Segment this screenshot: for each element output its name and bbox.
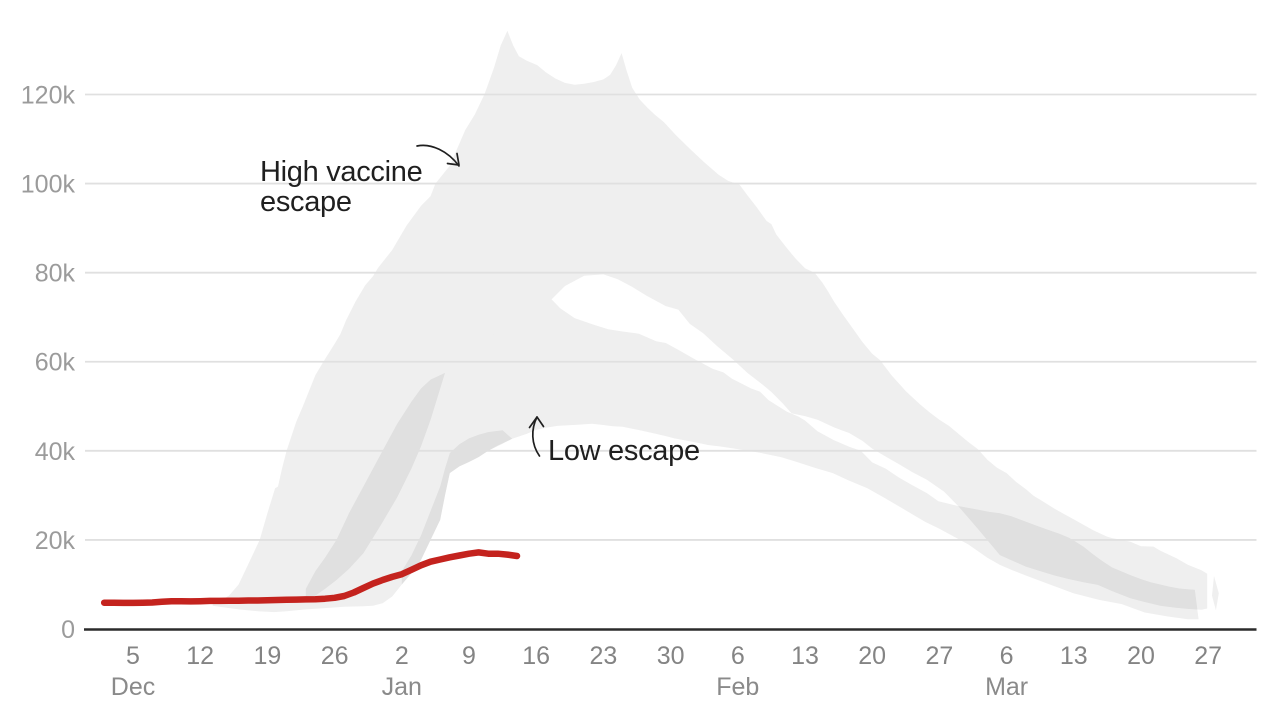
x-tick-label-13: 6	[1000, 642, 1014, 670]
y-tick-label-0: 0	[61, 616, 75, 644]
annotation-high-vaccine-escape-arrow	[416, 144, 460, 167]
annotation-high-vaccine-escape-text: High vaccine escape	[260, 156, 422, 218]
month-label-Jan: Jan	[382, 673, 422, 701]
y-tick-label-120k: 120k	[21, 81, 76, 109]
month-label-Mar: Mar	[985, 673, 1028, 701]
x-tick-label-11: 20	[858, 642, 886, 670]
x-tick-label-10: 13	[791, 642, 819, 670]
annotation-high-vaccine-escape-arrowhead	[446, 152, 460, 166]
annotation-high-vaccine-escape-line-1: escape	[260, 186, 352, 218]
annotation-high-vaccine-escape-line-0: High vaccine	[260, 156, 422, 188]
x-tick-label-5: 9	[462, 642, 476, 670]
x-tick-label-9: 6	[731, 642, 745, 670]
month-label-Dec: Dec	[111, 673, 155, 701]
annotation-low-escape-line-0: Low escape	[548, 435, 700, 467]
y-tick-label-20k: 20k	[35, 527, 76, 555]
x-tick-label-12: 27	[925, 642, 953, 670]
y-tick-label-60k: 60k	[35, 349, 76, 377]
y-tick-label-40k: 40k	[35, 438, 76, 466]
annotation-low-escape-arrowhead	[528, 416, 545, 429]
band-end-fragment	[1212, 576, 1219, 611]
x-tick-label-3: 26	[321, 642, 349, 670]
actual-line	[100, 549, 521, 607]
band-high-vaccine-escape	[212, 30, 1208, 610]
x-tick-label-15: 20	[1127, 642, 1155, 670]
x-tick-label-6: 16	[522, 642, 550, 670]
annotation-high-vaccine-escape: High vaccine escape	[260, 144, 460, 218]
annotation-low-escape-text: Low escape	[548, 435, 700, 467]
month-label-Feb: Feb	[716, 673, 759, 701]
x-tick-label-16: 27	[1194, 642, 1222, 670]
x-axis-labels: 5 12 19 26 2 9 16 23 30 6 13 20 27 6 13 20 27 Dec Jan Feb Ma…	[111, 642, 1222, 701]
y-axis-labels: 0 20k 40k 60k 80k 100k 120k	[21, 81, 76, 644]
x-tick-label-14: 13	[1060, 642, 1088, 670]
gridlines	[85, 93, 1257, 541]
x-tick-label-2: 19	[253, 642, 281, 670]
x-tick-label-8: 30	[657, 642, 685, 670]
x-tick-label-7: 23	[589, 642, 617, 670]
band-low-escape	[212, 299, 1199, 620]
strip-rising-overlap	[305, 372, 445, 600]
y-tick-label-100k: 100k	[21, 171, 76, 199]
annotation-low-escape: Low escape	[528, 416, 700, 467]
y-tick-label-80k: 80k	[35, 260, 76, 288]
x-tick-label-4: 2	[395, 642, 409, 670]
x-tick-label-1: 12	[186, 642, 214, 670]
x-tick-label-0: 5	[126, 642, 140, 670]
